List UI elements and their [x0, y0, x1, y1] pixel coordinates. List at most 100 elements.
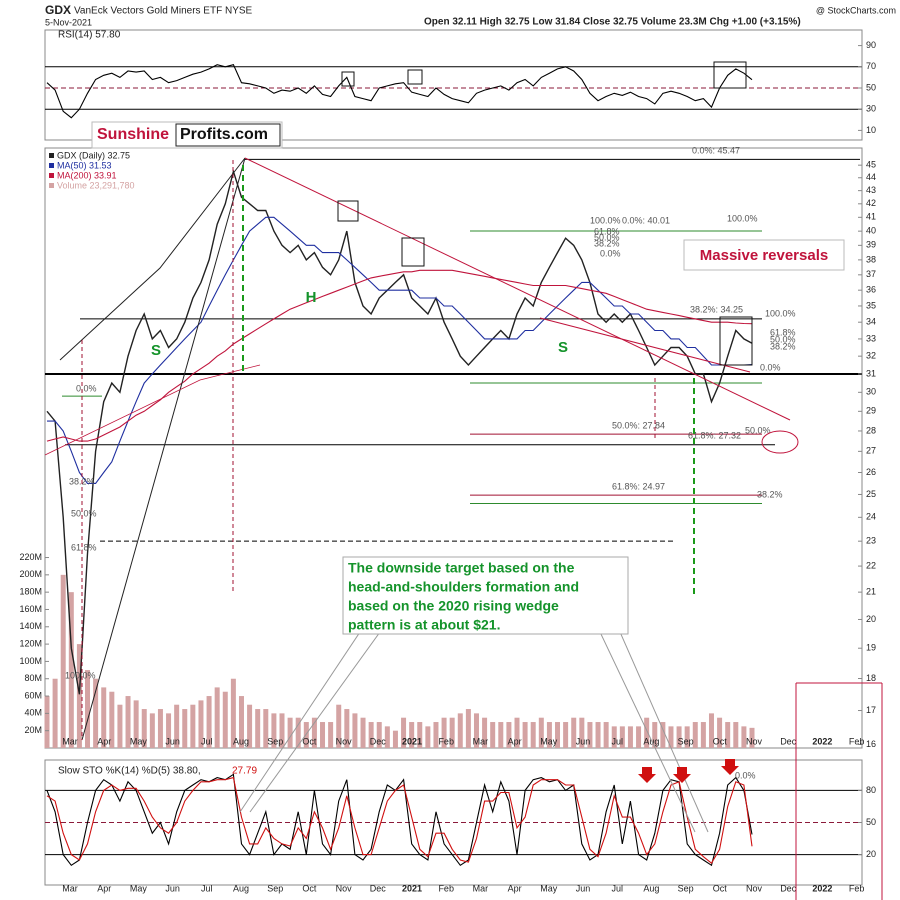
- volume-bar: [636, 726, 642, 748]
- x-tick-label: Sep: [678, 736, 694, 746]
- volume-bar: [449, 717, 455, 748]
- y-tick-label: 24: [866, 512, 876, 522]
- marker-box: [337, 200, 359, 222]
- y-tick-label: 32: [866, 351, 876, 361]
- target-callout: The downside target based on the head-an…: [348, 560, 579, 633]
- pattern-label: H: [306, 289, 317, 306]
- volume-bar: [368, 722, 374, 748]
- x-tick-label: May: [540, 736, 558, 746]
- volume-bar: [603, 722, 609, 748]
- sto-title-d: 27.79: [232, 766, 257, 777]
- fib-label: 0.0%: [735, 770, 756, 780]
- security-name: VanEck Vectors Gold Miners ETF NYSE: [74, 6, 253, 17]
- y-tick-label: 36: [866, 285, 876, 295]
- fib-label: 61.8%: [770, 327, 796, 337]
- volume-bar: [149, 713, 155, 748]
- x-tick-label: Aug: [233, 883, 249, 893]
- y-tick-label: 33: [866, 333, 876, 343]
- y-tick-label: 37: [866, 269, 876, 279]
- quote: Open 32.11 High 32.75 Low 31.84 Close 32…: [424, 17, 801, 28]
- y-tick-label: 30: [866, 104, 876, 114]
- pattern-label: S: [558, 339, 568, 356]
- y2-tick-label: 160M: [19, 604, 42, 614]
- logo-left: Sunshine: [97, 126, 169, 143]
- trend-line: [44, 364, 261, 456]
- volume-bar: [708, 713, 714, 748]
- volume-bar: [141, 709, 147, 748]
- volume-bar: [271, 713, 277, 748]
- y-tick-label: 42: [866, 198, 876, 208]
- x-tick-label: Mar: [62, 736, 78, 746]
- volume-bar: [514, 717, 520, 748]
- rsi-title: RSI(14) 57.80: [58, 30, 121, 41]
- volume-bar: [287, 717, 293, 748]
- trend-line: [244, 157, 791, 421]
- volume-bar: [238, 696, 244, 748]
- volume-bar: [157, 709, 163, 748]
- fib-label: 0.0%: [600, 248, 621, 258]
- y-tick-label: 43: [866, 185, 876, 195]
- volume-bar: [692, 722, 698, 748]
- volume-bar: [344, 709, 350, 748]
- x-tick-label: Feb: [849, 736, 865, 746]
- x-tick-label: Mar: [62, 883, 78, 893]
- volume-bar: [676, 726, 682, 748]
- fib-label: 61.8%: 24.97: [612, 481, 665, 491]
- y2-tick-label: 80M: [24, 673, 42, 683]
- signal-arrow: [638, 767, 656, 783]
- y-tick-label: 26: [866, 467, 876, 477]
- fib-label: 38.2%: [757, 489, 783, 499]
- y-tick-label: 23: [866, 536, 876, 546]
- y-tick-label: 39: [866, 240, 876, 250]
- volume-bar: [247, 704, 253, 748]
- y-tick-label: 70: [866, 61, 876, 71]
- volume-bar: [384, 726, 390, 748]
- fib-label: 50.0%: [745, 425, 771, 435]
- volume-bar: [336, 704, 342, 748]
- volume-bar: [571, 717, 577, 748]
- volume-bar: [644, 717, 650, 748]
- reversal-callout: Massive reversals: [700, 247, 828, 264]
- x-tick-label: Nov: [746, 883, 763, 893]
- signal-arrow: [721, 759, 739, 775]
- fib-label: 0.0%: 40.01: [622, 215, 670, 225]
- volume-bar: [627, 726, 633, 748]
- marker-box: [341, 71, 355, 87]
- volume-bar: [68, 592, 74, 748]
- series-line: [46, 168, 753, 695]
- volume-bar: [473, 713, 479, 748]
- y2-tick-label: 40M: [24, 708, 42, 718]
- y2-tick-label: 200M: [19, 569, 42, 579]
- y2-tick-label: 120M: [19, 638, 42, 648]
- fib-label: 50.0%: [594, 232, 620, 242]
- x-tick-label: Oct: [302, 883, 317, 893]
- fib-label: 50.0%: 27.84: [612, 420, 665, 430]
- marker-box: [401, 237, 425, 267]
- wedge-line: [59, 157, 246, 361]
- y-tick-label: 29: [866, 406, 876, 416]
- x-tick-label: May: [130, 883, 148, 893]
- x-tick-label: May: [130, 736, 148, 746]
- x-tick-label: Jun: [576, 736, 591, 746]
- callout-line: The downside target based on the: [348, 560, 575, 576]
- y-tick-label: 25: [866, 489, 876, 499]
- x-tick-label: Dec: [370, 883, 387, 893]
- x-tick-label: Nov: [746, 736, 763, 746]
- x-tick-label: Jul: [201, 883, 213, 893]
- y2-tick-label: 140M: [19, 621, 42, 631]
- x-tick-label: Jul: [201, 736, 213, 746]
- volume-bar: [498, 722, 504, 748]
- volume-bar: [660, 722, 666, 748]
- series-line: [46, 269, 753, 442]
- y-tick-label: 44: [866, 172, 876, 182]
- x-tick-label: Dec: [370, 736, 387, 746]
- volume-bar: [530, 722, 536, 748]
- y-tick-label: 16: [866, 739, 876, 749]
- y-tick-label: 28: [866, 425, 876, 435]
- volume-bar: [125, 696, 131, 748]
- y-tick-label: 38: [866, 254, 876, 264]
- fib-label: 100.0%: [590, 215, 621, 225]
- volume-bar: [206, 696, 212, 748]
- x-tick-label: Jun: [165, 883, 180, 893]
